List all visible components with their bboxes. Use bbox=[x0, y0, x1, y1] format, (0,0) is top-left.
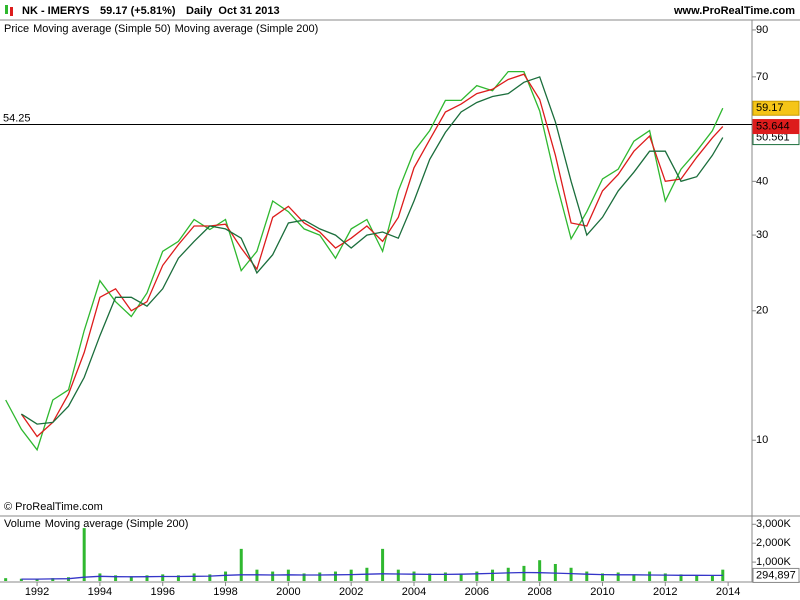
volume-bar bbox=[35, 579, 39, 581]
last-value-label: 294,897 bbox=[756, 569, 796, 581]
moving-average-line bbox=[21, 76, 724, 425]
volume-bar bbox=[569, 567, 573, 581]
x-tick-label: 2014 bbox=[716, 586, 740, 598]
volume-bar bbox=[271, 571, 275, 581]
quote: 59.17 (+5.81%) bbox=[100, 5, 176, 17]
volume-bar bbox=[412, 571, 416, 581]
header-icon bbox=[10, 7, 13, 16]
volume-bar bbox=[192, 573, 196, 581]
volume-bar bbox=[161, 574, 165, 581]
period: Daily Oct 31 2013 bbox=[186, 5, 280, 17]
volume-bar bbox=[239, 548, 243, 581]
y-tick-label: 1,000K bbox=[756, 556, 792, 568]
last-value-box bbox=[752, 119, 800, 135]
volume-bar bbox=[396, 569, 400, 581]
volume-bar bbox=[443, 572, 447, 581]
x-tick-label: 2012 bbox=[653, 586, 677, 598]
volume-bar bbox=[648, 571, 652, 581]
volume-bar bbox=[51, 578, 55, 581]
legend-entry: Volume bbox=[4, 518, 41, 530]
volume-bar bbox=[302, 573, 306, 581]
volume-bar bbox=[428, 573, 432, 581]
header-icon bbox=[5, 5, 8, 14]
volume-bar bbox=[538, 560, 542, 581]
x-tick-label: 2010 bbox=[590, 586, 614, 598]
volume-bar bbox=[333, 571, 337, 581]
y-tick-label: 30 bbox=[756, 229, 768, 241]
y-tick-label: 3,000K bbox=[756, 518, 792, 530]
last-value-label: 53.644 bbox=[756, 120, 790, 132]
volume-bar bbox=[695, 575, 699, 581]
y-tick-label: 20 bbox=[756, 305, 768, 317]
y-tick-label: 90 bbox=[756, 24, 768, 36]
volume-bar bbox=[600, 573, 604, 581]
source: www.ProRealTime.com bbox=[673, 5, 795, 17]
volume-bar bbox=[506, 567, 510, 581]
x-tick-label: 2002 bbox=[339, 586, 363, 598]
x-tick-label: 2008 bbox=[527, 586, 551, 598]
price-line bbox=[5, 70, 724, 452]
x-tick-label: 1998 bbox=[213, 586, 237, 598]
y-tick-label: 2,000K bbox=[756, 537, 792, 549]
volume-bar bbox=[522, 565, 526, 581]
y-tick-label: 70 bbox=[756, 71, 768, 83]
volume-bar bbox=[19, 578, 23, 581]
volume-bar bbox=[114, 575, 118, 581]
volume-bar bbox=[98, 573, 102, 581]
last-value-box bbox=[752, 567, 800, 583]
volume-bar bbox=[82, 528, 86, 581]
legend-entry: Moving average (Simple 200) bbox=[45, 518, 189, 530]
y-tick-label: 40 bbox=[756, 175, 768, 187]
last-value-label: 50.561 bbox=[756, 132, 790, 144]
volume-bar bbox=[145, 575, 149, 581]
volume-bar bbox=[349, 569, 353, 581]
volume-bar bbox=[616, 572, 620, 581]
x-tick-label: 1992 bbox=[25, 586, 49, 598]
last-value-label: 59.17 bbox=[756, 102, 784, 114]
legend-entry: Moving average (Simple 50) bbox=[33, 23, 171, 35]
volume-bar bbox=[208, 574, 212, 581]
volume-average-line bbox=[21, 571, 723, 580]
volume-bar bbox=[710, 575, 714, 581]
y-tick-label: 10 bbox=[756, 434, 768, 446]
volume-bar bbox=[4, 578, 8, 581]
volume-bar bbox=[679, 574, 683, 581]
volume-bar bbox=[129, 576, 133, 581]
x-tick-label: 2000 bbox=[276, 586, 300, 598]
volume-bar bbox=[459, 573, 463, 581]
watermark: © ProRealTime.com bbox=[4, 501, 103, 513]
legend-entry: Price bbox=[4, 23, 29, 35]
volume-bar bbox=[663, 573, 667, 581]
volume-bar bbox=[475, 571, 479, 581]
volume-bar bbox=[491, 569, 495, 581]
chart-title: NK - IMERYS bbox=[22, 5, 89, 17]
last-value-box bbox=[752, 100, 800, 116]
volume-bar bbox=[176, 575, 180, 581]
volume-bar bbox=[632, 574, 636, 581]
x-tick-label: 2006 bbox=[465, 586, 489, 598]
x-tick-label: 2004 bbox=[402, 586, 426, 598]
volume-bar bbox=[224, 571, 228, 581]
reference-label: 54.25 bbox=[3, 112, 31, 124]
x-tick-label: 1994 bbox=[88, 586, 112, 598]
x-tick-label: 1996 bbox=[150, 586, 174, 598]
volume-bar bbox=[585, 571, 589, 581]
volume-bar bbox=[318, 572, 322, 581]
legend-entry: Moving average (Simple 200) bbox=[175, 23, 319, 35]
volume-bar bbox=[381, 548, 385, 581]
